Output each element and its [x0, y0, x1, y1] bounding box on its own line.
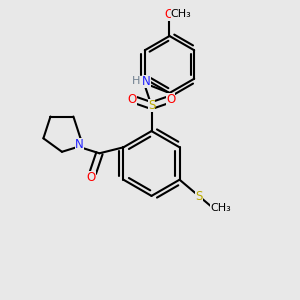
Text: N: N	[142, 75, 151, 88]
Text: O: O	[165, 8, 174, 21]
Text: S: S	[195, 190, 203, 203]
Text: H: H	[132, 76, 141, 86]
Text: S: S	[148, 99, 155, 112]
Text: CH₃: CH₃	[170, 9, 191, 19]
Text: CH₃: CH₃	[210, 202, 231, 213]
Text: N: N	[75, 138, 84, 151]
Text: O: O	[166, 93, 175, 106]
Text: O: O	[128, 93, 137, 106]
Text: O: O	[87, 171, 96, 184]
